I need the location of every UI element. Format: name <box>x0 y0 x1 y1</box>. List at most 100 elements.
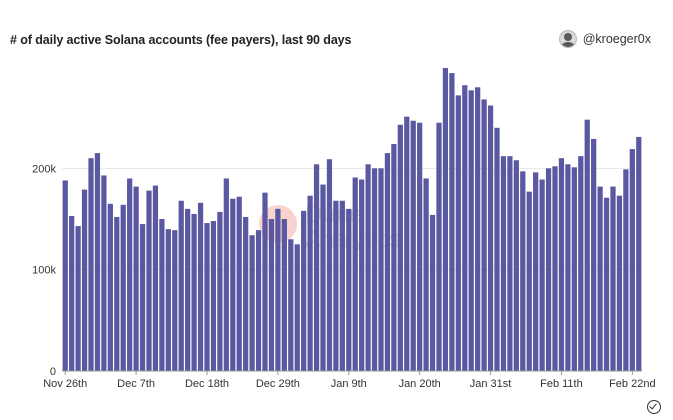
bar[interactable] <box>429 214 436 371</box>
bar[interactable] <box>333 200 339 371</box>
bar[interactable] <box>571 167 577 371</box>
bar[interactable] <box>107 203 113 371</box>
bar[interactable] <box>487 105 494 371</box>
bar[interactable] <box>481 99 487 372</box>
bar[interactable] <box>172 230 178 371</box>
bar[interactable] <box>455 95 461 372</box>
verified-check-icon[interactable] <box>647 400 661 414</box>
bar[interactable] <box>410 120 416 372</box>
bar[interactable] <box>230 198 236 371</box>
bar[interactable] <box>243 216 249 371</box>
bar[interactable] <box>320 184 326 371</box>
bar[interactable] <box>301 210 307 371</box>
bar[interactable] <box>520 171 526 371</box>
bar[interactable] <box>133 186 139 371</box>
bar[interactable] <box>391 144 397 371</box>
bar[interactable] <box>565 164 571 371</box>
bar[interactable] <box>114 216 120 371</box>
bar[interactable] <box>623 169 629 371</box>
bar[interactable] <box>616 195 623 371</box>
bar[interactable] <box>636 136 642 371</box>
bar[interactable] <box>603 197 610 371</box>
bar[interactable] <box>397 124 403 371</box>
bar[interactable] <box>378 168 384 371</box>
bar[interactable] <box>127 178 133 371</box>
x-tick-label: Jan 20th <box>399 378 441 390</box>
bar[interactable] <box>552 166 558 371</box>
bar[interactable] <box>468 90 474 371</box>
bar[interactable] <box>475 87 481 372</box>
bar[interactable] <box>120 204 126 371</box>
bar[interactable] <box>255 230 262 371</box>
bar[interactable] <box>217 211 223 371</box>
bar[interactable] <box>62 180 68 371</box>
bar[interactable] <box>449 73 455 371</box>
bar[interactable] <box>178 200 184 371</box>
bar[interactable] <box>81 189 88 371</box>
bar[interactable] <box>533 172 539 371</box>
bar[interactable] <box>313 164 320 371</box>
bar[interactable] <box>442 68 449 371</box>
bar[interactable] <box>545 168 552 371</box>
bar[interactable] <box>462 85 468 372</box>
bar[interactable] <box>629 149 635 371</box>
bar[interactable] <box>500 156 507 371</box>
bar[interactable] <box>139 224 146 371</box>
bar[interactable] <box>326 159 333 371</box>
bar[interactable] <box>352 177 358 371</box>
x-tick-label: Nov 26th <box>43 378 87 390</box>
bar[interactable] <box>578 156 584 371</box>
bar[interactable] <box>365 164 371 371</box>
bar[interactable] <box>268 219 275 371</box>
bar[interactable] <box>597 186 603 371</box>
bar[interactable] <box>236 196 242 371</box>
bar[interactable] <box>152 185 159 371</box>
bar[interactable] <box>294 244 300 371</box>
bar[interactable] <box>159 219 165 371</box>
bar[interactable] <box>584 119 590 371</box>
bar[interactable] <box>513 160 519 371</box>
bar[interactable] <box>507 156 513 371</box>
bar[interactable] <box>185 208 191 371</box>
bar[interactable] <box>94 153 101 371</box>
bar[interactable] <box>539 179 545 371</box>
bar[interactable] <box>371 168 378 371</box>
bar[interactable] <box>307 195 313 371</box>
x-tick-label: Dec 29th <box>256 378 300 390</box>
bar[interactable] <box>223 178 229 371</box>
bar[interactable] <box>249 235 255 371</box>
bar[interactable] <box>359 179 365 371</box>
bar[interactable] <box>423 178 429 371</box>
bar[interactable] <box>101 175 107 371</box>
bar[interactable] <box>526 191 532 371</box>
bar[interactable] <box>404 116 410 372</box>
bar[interactable] <box>339 200 345 371</box>
bar[interactable] <box>275 208 281 371</box>
y-tick-label: 200k <box>32 163 56 175</box>
bar[interactable] <box>146 190 152 371</box>
bar[interactable] <box>204 223 210 371</box>
author-tag[interactable]: @kroeger0x <box>558 30 651 48</box>
bar[interactable] <box>165 229 171 371</box>
bar[interactable] <box>436 122 442 371</box>
bar[interactable] <box>288 239 294 371</box>
bar[interactable] <box>75 226 81 371</box>
x-tick-label: Jan 9th <box>331 378 367 390</box>
bar[interactable] <box>610 186 616 371</box>
bar[interactable] <box>494 127 500 371</box>
bar[interactable] <box>191 213 197 371</box>
bar[interactable] <box>210 221 217 371</box>
bar[interactable] <box>197 202 204 371</box>
bar[interactable] <box>281 219 287 371</box>
bar[interactable] <box>262 192 268 371</box>
bar[interactable] <box>417 122 423 371</box>
bar[interactable] <box>346 208 352 371</box>
bar[interactable] <box>69 215 75 371</box>
bar[interactable] <box>591 138 597 371</box>
avatar <box>558 30 577 48</box>
bar[interactable] <box>88 158 94 371</box>
bar-series <box>62 68 642 372</box>
chart-title: # of daily active Solana accounts (fee p… <box>10 33 352 47</box>
bar[interactable] <box>558 158 565 371</box>
bar[interactable] <box>384 153 391 371</box>
